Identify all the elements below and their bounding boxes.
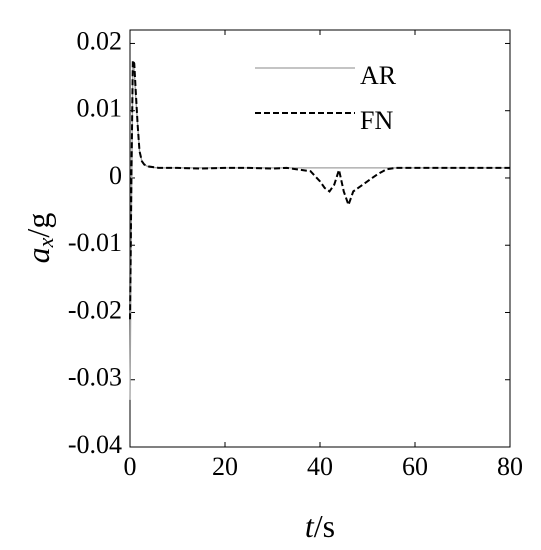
y-tick-label: -0.02 [68, 295, 122, 324]
legend-label: AR [360, 61, 397, 90]
y-tick-label: 0.01 [77, 94, 123, 123]
y-tick-label: 0.02 [77, 26, 123, 55]
series-line [129, 63, 510, 400]
plot-frame [129, 29, 511, 448]
x-label-rest: /s [314, 508, 335, 544]
y-axis-label: ax/g [20, 213, 58, 264]
x-tick-label: 20 [212, 452, 238, 481]
y-label-main: a [20, 247, 56, 263]
x-tick-label: 60 [402, 452, 428, 481]
y-label-sub: x [33, 237, 58, 248]
y-tick-label: -0.01 [68, 228, 122, 257]
y-tick-label: 0 [109, 161, 122, 190]
y-tick-label: -0.03 [68, 363, 122, 392]
legend-label: FN [360, 106, 393, 135]
x-axis-label: t/s [305, 508, 335, 544]
series-line [129, 59, 510, 320]
x-label-main: t [305, 508, 315, 544]
x-tick-label: 80 [497, 452, 523, 481]
x-tick-label: 0 [124, 452, 137, 481]
x-tick-label: 40 [307, 452, 333, 481]
y-tick-label: -0.04 [68, 430, 122, 459]
y-label-rest: /g [20, 213, 56, 238]
